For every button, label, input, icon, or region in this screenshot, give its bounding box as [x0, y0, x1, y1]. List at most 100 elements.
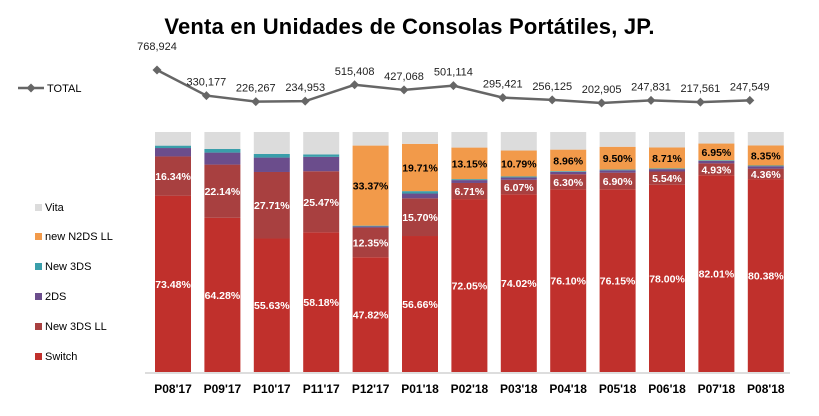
bar-segment-new-n2ds-ll	[451, 147, 488, 180]
bar-segment-new-n2ds-ll	[649, 147, 685, 169]
bar-segment-new-3ds	[550, 171, 587, 172]
x-tick-label: P04'18	[549, 382, 587, 396]
total-marker	[350, 80, 360, 90]
total-label: 501,114	[434, 67, 473, 79]
bar-segment-new-3ds-ll	[402, 198, 438, 237]
bar-stack-p08-18: 80.38% 4.36% 8.35%	[747, 132, 784, 372]
data-label: 72.05%	[452, 281, 488, 293]
bar-segment-vita	[451, 132, 488, 148]
bar-segment-new-3ds-ll	[550, 174, 587, 190]
total-marker	[547, 95, 557, 105]
x-tick-label: P06'18	[648, 382, 686, 396]
bar-segment-new-3ds-ll	[599, 172, 636, 190]
legend-marker	[26, 83, 36, 93]
bar-segment-new-3ds	[204, 148, 241, 153]
bar-segment-2ds	[204, 152, 241, 165]
data-label: 8.35%	[751, 150, 781, 162]
bar-segment-switch	[599, 189, 636, 372]
legend-item-2ds: 2DS	[35, 291, 66, 303]
bar-segment-2ds	[698, 160, 735, 164]
bar-segment-2ds	[303, 156, 340, 172]
bar-segment-new-n2ds-ll	[698, 143, 735, 161]
data-label: 6.95%	[702, 147, 732, 159]
bar-segment-vita	[303, 132, 340, 155]
data-label: 56.66%	[402, 299, 438, 311]
total-marker	[448, 81, 458, 91]
data-label: 5.54%	[652, 173, 682, 185]
total-marker	[597, 98, 607, 108]
total-label: 427,068	[384, 71, 424, 83]
bar-segment-vita	[402, 132, 438, 144]
total-label: 234,953	[285, 82, 325, 94]
bar-segment-new-3ds-ll	[451, 182, 488, 200]
bar-segment-2ds	[500, 177, 537, 180]
legend-swatch	[35, 204, 42, 211]
bar-segment-new-3ds	[352, 225, 389, 227]
bar-segment-new-n2ds-ll	[352, 145, 389, 226]
legend-swatch	[35, 323, 42, 330]
bar-segment-new-3ds	[253, 153, 290, 158]
data-label: 6.90%	[603, 176, 633, 188]
bar-stack-p04-18: 76.10% 6.30% 8.96%	[550, 132, 587, 372]
bar-segment-switch	[649, 184, 685, 372]
legend-label: 2DS	[45, 291, 66, 303]
bar-segment-switch	[500, 194, 537, 372]
total-label: 247,549	[730, 81, 770, 93]
bar-segment-2ds	[747, 166, 784, 169]
x-tick-label: P08'18	[747, 382, 785, 396]
bar-segment-switch	[204, 217, 241, 372]
bar-segment-vita	[500, 132, 537, 151]
total-label: 256,125	[532, 81, 572, 93]
total-label: 330,177	[187, 77, 227, 89]
total-marker	[695, 97, 705, 107]
data-label: 55.63%	[254, 300, 290, 312]
bar-segment-switch	[352, 257, 389, 372]
x-tick-label: P08'17	[154, 382, 192, 396]
total-marker	[745, 95, 755, 105]
x-axis: P08'17 P09'17 P10'17 P11'17 P12'17 P01'18 P02'…	[145, 372, 790, 396]
x-tick-label: P09'17	[204, 382, 242, 396]
bar-segment-switch	[155, 195, 191, 372]
total-marker	[251, 97, 261, 107]
total-label: 295,421	[483, 79, 523, 91]
bar-stack-p01-18: 56.66% 15.70% 19.71%	[402, 132, 438, 372]
x-tick-label: P05'18	[599, 382, 637, 396]
total-marker	[646, 95, 656, 105]
data-label: 82.01%	[699, 269, 735, 281]
bar-segment-new-3ds	[500, 176, 537, 178]
legend-label: Switch	[45, 351, 77, 363]
data-label: 6.07%	[504, 182, 534, 194]
data-label: 16.34%	[155, 171, 191, 183]
x-tick-label: P01'18	[401, 382, 439, 396]
bar-segment-2ds	[253, 157, 290, 172]
bar-segment-vita	[747, 132, 784, 146]
data-label: 6.71%	[455, 186, 485, 198]
bar-segment-new-3ds	[303, 154, 340, 157]
legend-swatch	[35, 233, 42, 240]
bar-stack-p08-17: 73.48% 16.34%	[155, 132, 191, 372]
data-label: 76.15%	[600, 276, 636, 288]
bar-segment-vita	[204, 132, 241, 149]
data-label: 22.14%	[205, 186, 241, 198]
bar-segment-new-3ds-ll	[253, 171, 290, 239]
data-label: 64.28%	[205, 290, 241, 302]
bar-segment-switch	[253, 238, 290, 372]
bar-segment-new-3ds	[402, 191, 438, 194]
bar-segment-vita	[698, 132, 735, 144]
total-label: 515,408	[335, 66, 375, 78]
bar-segment-vita	[155, 132, 191, 146]
data-label: 4.93%	[702, 164, 732, 176]
bar-segment-vita	[599, 132, 636, 147]
bar-segment-2ds	[599, 170, 636, 173]
data-label: 10.79%	[501, 158, 537, 170]
data-label: 33.37%	[353, 181, 389, 193]
total-marker	[300, 96, 310, 106]
bar-segment-switch	[303, 232, 340, 372]
x-tick-label: P02'18	[451, 382, 489, 396]
bar-segment-2ds	[451, 180, 488, 183]
data-label: 19.71%	[402, 162, 438, 174]
bar-segment-switch	[402, 236, 438, 372]
bar-segment-2ds	[352, 226, 389, 228]
total-line-layer: 768,924 330,177 226,267 234,953 515,408 427,0…	[137, 41, 770, 108]
data-label: 78.00%	[649, 273, 685, 285]
